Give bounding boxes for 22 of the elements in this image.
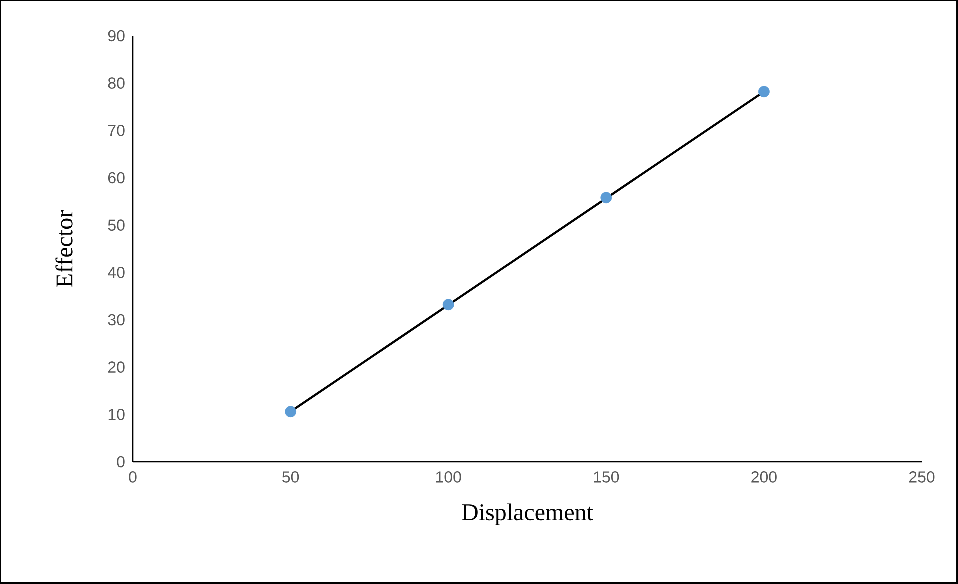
- x-tick-label: 200: [752, 472, 777, 483]
- y-tick-label: 30: [108, 314, 125, 326]
- point: [285, 406, 297, 418]
- y-tick-label: 90: [108, 30, 125, 42]
- x-tick-label: 250: [909, 472, 935, 483]
- point: [442, 299, 454, 311]
- x-tick-label: 0: [129, 472, 137, 483]
- y-tick-label: 50: [108, 220, 125, 231]
- y-tick-label: 60: [108, 172, 125, 184]
- x-tick-label: 150: [594, 472, 620, 483]
- y-tick-label: 20: [108, 362, 125, 373]
- point: [600, 192, 612, 204]
- y-axis-title: Effector: [56, 210, 73, 288]
- y-tick-label: 70: [108, 125, 125, 136]
- x-axis-title: Displacement: [462, 504, 594, 526]
- y-tick-label: 0: [117, 456, 125, 468]
- y-tick-label: 40: [108, 267, 125, 278]
- y-tick-label: 80: [108, 78, 125, 89]
- point: [758, 86, 770, 98]
- y-tick-label: 10: [108, 409, 125, 420]
- x-tick-label: 100: [436, 472, 462, 483]
- x-tick-label: 50: [282, 472, 300, 483]
